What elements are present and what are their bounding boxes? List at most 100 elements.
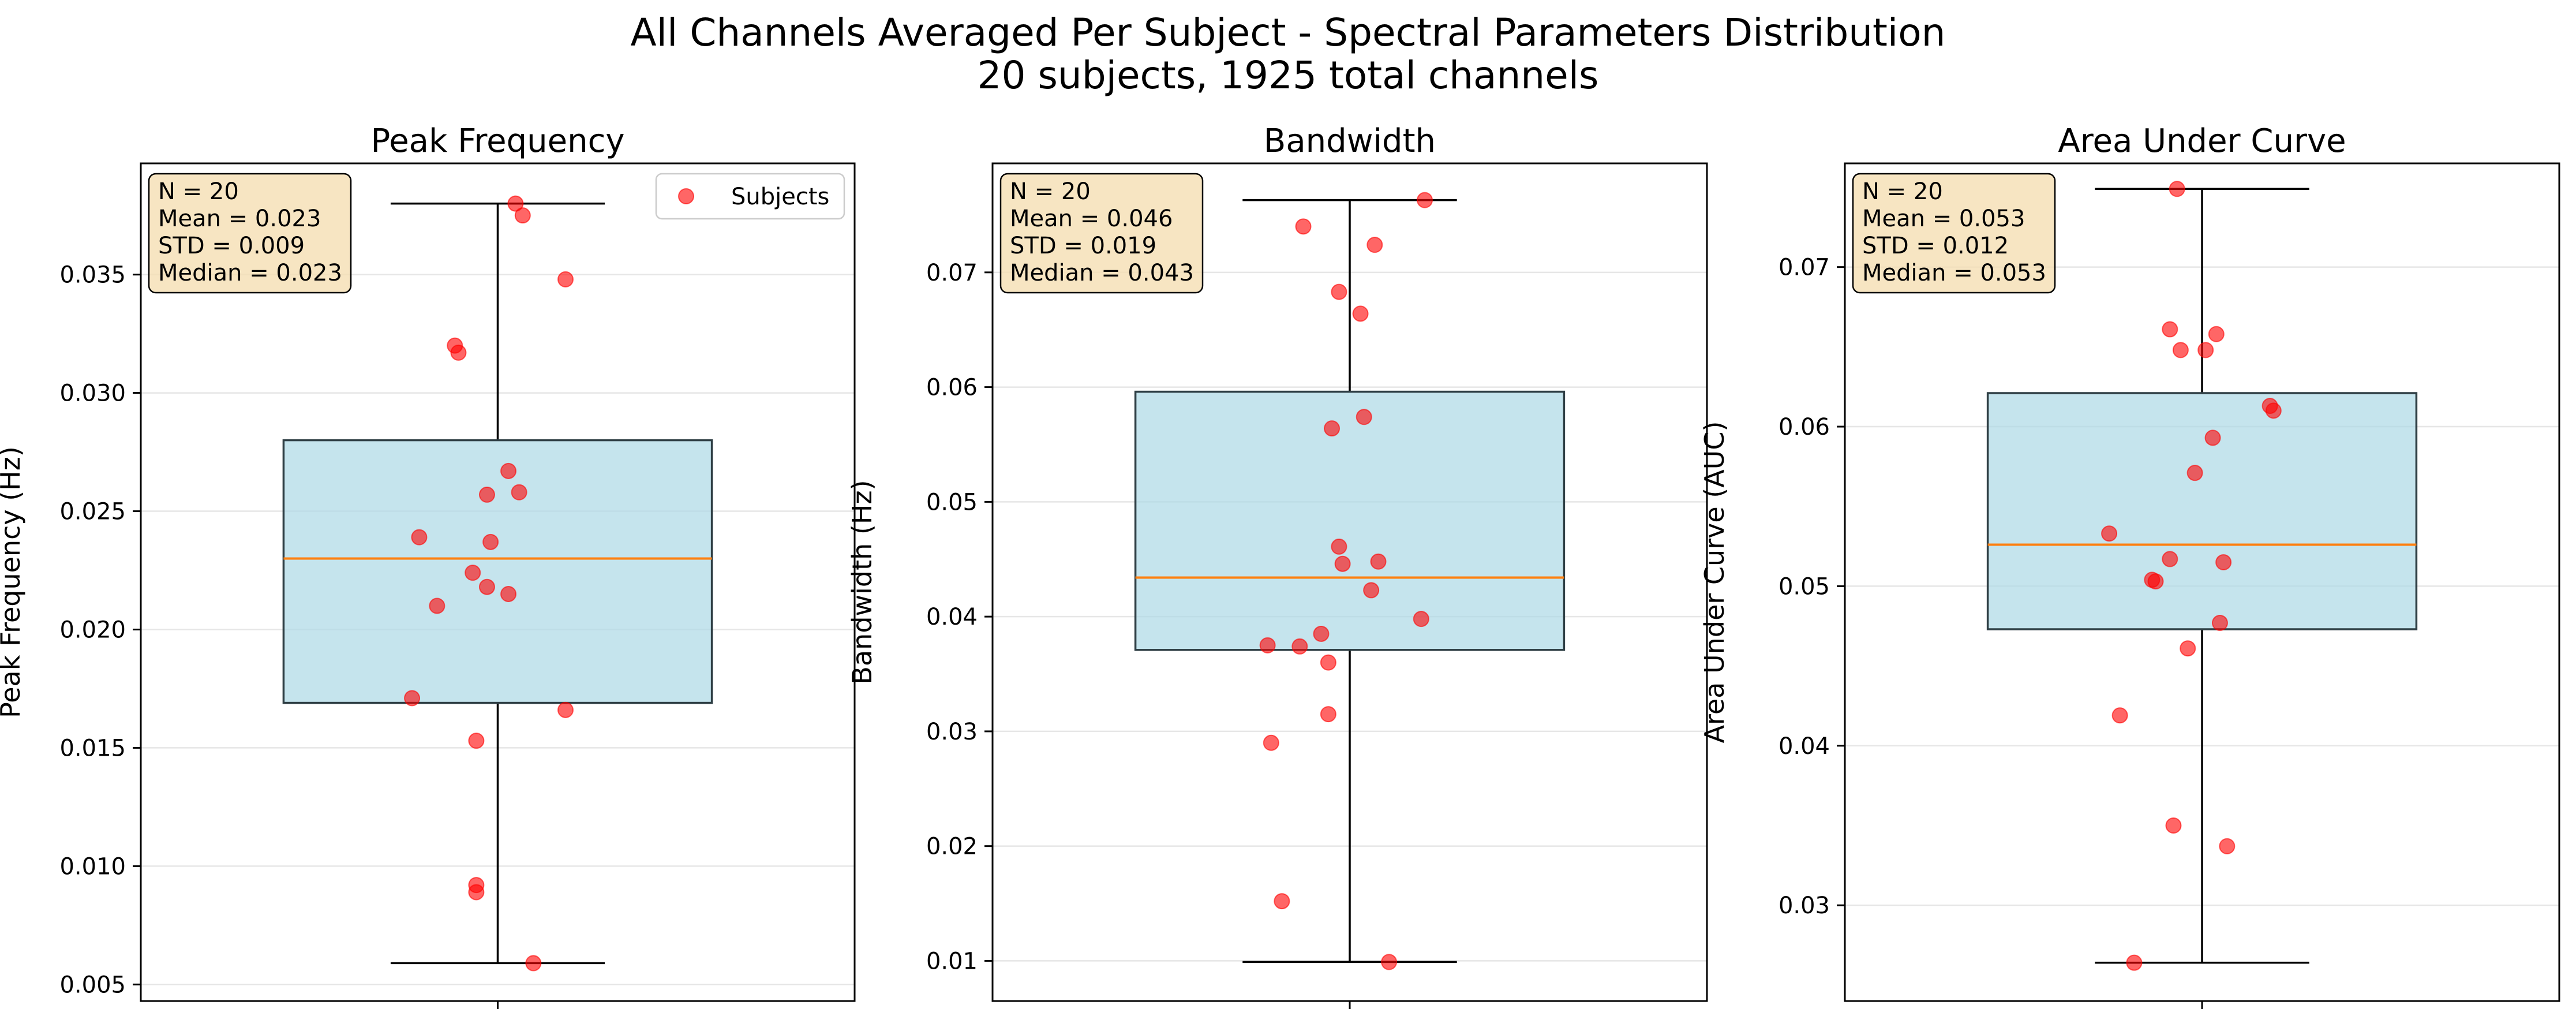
- stats-line: Mean = 0.023: [158, 206, 321, 232]
- y-tick-label: 0.03: [926, 719, 978, 745]
- y-axis-label: Area Under Curve (AUC): [1699, 421, 1730, 744]
- subject-point: [2162, 321, 2178, 338]
- y-tick-label: 0.03: [1779, 892, 1830, 919]
- panel-title: Area Under Curve: [2058, 122, 2346, 160]
- panel-title: Bandwidth: [1264, 122, 1436, 160]
- subject-point: [2172, 342, 2189, 358]
- y-tick-label: 0.06: [1779, 414, 1830, 440]
- subject-point: [1366, 237, 1383, 253]
- subject-point: [2186, 465, 2203, 481]
- subject-point: [468, 884, 485, 901]
- subject-point: [1291, 638, 1308, 655]
- stats-line: N = 20: [1010, 178, 1091, 205]
- subject-point: [1313, 625, 1330, 642]
- subject-point: [2219, 838, 2236, 854]
- stats-box: [999, 173, 1204, 294]
- subject-point: [525, 955, 542, 972]
- y-tick-label: 0.06: [926, 375, 978, 401]
- subject-point: [1370, 553, 1387, 570]
- y-tick-label: 0.010: [59, 853, 126, 880]
- subject-point: [1295, 218, 1312, 235]
- subject-point: [2147, 573, 2164, 590]
- stats-line: Median = 0.043: [1010, 260, 1194, 286]
- subject-point: [404, 690, 421, 707]
- y-tick-label: 0.04: [1779, 733, 1830, 760]
- stats-line: Mean = 0.053: [1862, 206, 2025, 232]
- iqr-box: [1134, 390, 1566, 651]
- subject-point: [2208, 326, 2225, 342]
- subject-point: [1259, 637, 1276, 653]
- stats-box: [148, 173, 352, 294]
- subject-point: [465, 565, 481, 581]
- y-tick-label: 0.035: [59, 262, 126, 289]
- panel-1: 0.005 0.010 0.015 0.020 0.025 0.030 0.035 Peak …: [0, 122, 856, 1009]
- y-tick-label: 0.01: [926, 948, 978, 974]
- subject-point: [1274, 893, 1290, 910]
- subject-point: [2265, 402, 2282, 419]
- subject-point: [1352, 305, 1369, 322]
- subject-point: [2126, 954, 2143, 971]
- subject-point: [2215, 554, 2232, 570]
- stats-line: STD = 0.009: [158, 233, 305, 259]
- subject-point: [1263, 734, 1279, 751]
- y-tick-label: 0.02: [926, 834, 978, 860]
- subject-point: [411, 529, 428, 546]
- stats-line: N = 20: [158, 178, 239, 205]
- subject-point: [1356, 409, 1372, 425]
- iqr-box: [282, 439, 713, 704]
- subject-point: [1320, 706, 1336, 723]
- subject-point: [2197, 342, 2214, 358]
- subject-point: [557, 701, 574, 718]
- y-tick-label: 0.07: [926, 260, 978, 286]
- subject-point: [482, 533, 499, 550]
- subject-point: [478, 578, 495, 595]
- subject-point: [2169, 181, 2185, 197]
- panel-3: 0.03 0.04 0.05 0.06 0.07 Area Under Curve Area…: [1699, 122, 2560, 1009]
- subject-point: [2165, 817, 2182, 834]
- legend-marker: [678, 188, 694, 204]
- panel-title: Peak Frequency: [370, 122, 624, 160]
- subject-point: [2162, 551, 2178, 567]
- stats-line: Median = 0.023: [158, 260, 342, 286]
- subject-point: [1331, 283, 1347, 300]
- subject-point: [1320, 654, 1336, 671]
- subject-point: [1334, 555, 1351, 572]
- y-tick-label: 0.05: [926, 489, 978, 516]
- subject-point: [500, 585, 517, 602]
- y-axis-label: Bandwidth (Hz): [847, 480, 878, 684]
- y-tick-label: 0.005: [59, 972, 126, 998]
- y-tick-label: 0.020: [59, 617, 126, 643]
- subject-point: [1413, 611, 1429, 628]
- legend-label: Subjects: [731, 184, 829, 210]
- legend-box: [655, 173, 845, 220]
- y-tick-label: 0.030: [59, 380, 126, 407]
- subject-point: [511, 484, 527, 501]
- subject-point: [1381, 954, 1398, 970]
- y-axis-label: Peak Frequency (Hz): [0, 446, 26, 718]
- y-tick-label: 0.025: [59, 499, 126, 525]
- iqr-box: [1986, 392, 2418, 630]
- subject-point: [1363, 582, 1380, 599]
- subject-point: [2101, 525, 2118, 542]
- subject-point: [429, 597, 445, 614]
- stats-line: Mean = 0.046: [1010, 206, 1173, 232]
- subject-point: [2180, 640, 2196, 657]
- stats-line: STD = 0.012: [1862, 233, 2009, 259]
- subject-point: [507, 195, 524, 212]
- y-tick-label: 0.05: [1779, 573, 1830, 600]
- y-tick-label: 0.04: [926, 604, 978, 630]
- figure-subtitle: 20 subjects, 1925 total channels: [977, 53, 1599, 98]
- subject-point: [500, 462, 517, 479]
- stats-line: N = 20: [1862, 178, 1943, 205]
- subject-point: [468, 733, 485, 749]
- stats-box: [1852, 173, 2056, 294]
- subject-point: [2111, 707, 2128, 724]
- subject-point: [2211, 614, 2228, 631]
- y-tick-label: 0.07: [1779, 255, 1830, 281]
- subject-point: [514, 207, 531, 224]
- subject-point: [1324, 420, 1341, 437]
- figure-title: All Channels Averaged Per Subject - Spec…: [630, 10, 1946, 55]
- subject-point: [1416, 192, 1433, 208]
